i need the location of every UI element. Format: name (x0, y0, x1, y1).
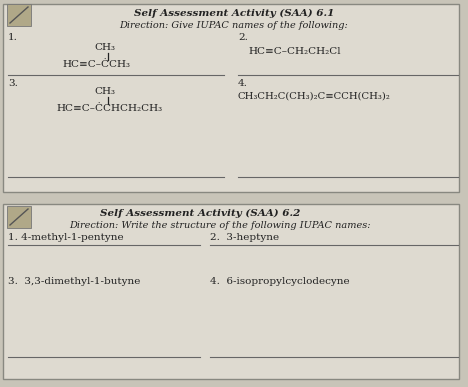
Text: 3.: 3. (8, 79, 18, 88)
FancyBboxPatch shape (3, 4, 459, 192)
Text: Self Assessment Activity (SAA) 6.1: Self Assessment Activity (SAA) 6.1 (134, 9, 334, 18)
Text: 1. 4-methyl-1-pentyne: 1. 4-methyl-1-pentyne (8, 233, 124, 242)
Text: Direction: Give IUPAC names of the following:: Direction: Give IUPAC names of the follo… (120, 21, 348, 30)
Text: 2.  3-heptyne: 2. 3-heptyne (210, 233, 279, 242)
Text: CH₃CH₂C(CH₃)₂C≡CCH(CH₃)₂: CH₃CH₂C(CH₃)₂C≡CCH(CH₃)₂ (238, 92, 391, 101)
Text: HC≡C–ĊCHCH₂CH₃: HC≡C–ĊCHCH₂CH₃ (56, 104, 162, 113)
Text: CH₃: CH₃ (95, 43, 116, 52)
Text: 2.: 2. (238, 33, 248, 42)
Text: 1.: 1. (8, 33, 18, 42)
Text: HC≡C–CH₂CH₂Cl: HC≡C–CH₂CH₂Cl (248, 47, 341, 56)
Text: Self Assessment Activity (SAA) 6.2: Self Assessment Activity (SAA) 6.2 (100, 209, 300, 218)
Text: HC≡C–ĊCH₃: HC≡C–ĊCH₃ (62, 60, 130, 69)
Text: CH₃: CH₃ (95, 87, 116, 96)
Text: Direction: Write the structure of the following IUPAC names:: Direction: Write the structure of the fo… (69, 221, 371, 230)
FancyBboxPatch shape (3, 204, 459, 379)
Text: 4.: 4. (238, 79, 248, 88)
FancyBboxPatch shape (7, 206, 31, 228)
FancyBboxPatch shape (7, 4, 31, 26)
Text: 3.  3,3-dimethyl-1-butyne: 3. 3,3-dimethyl-1-butyne (8, 277, 140, 286)
Text: 4.  6-isopropylcyclodecyne: 4. 6-isopropylcyclodecyne (210, 277, 350, 286)
